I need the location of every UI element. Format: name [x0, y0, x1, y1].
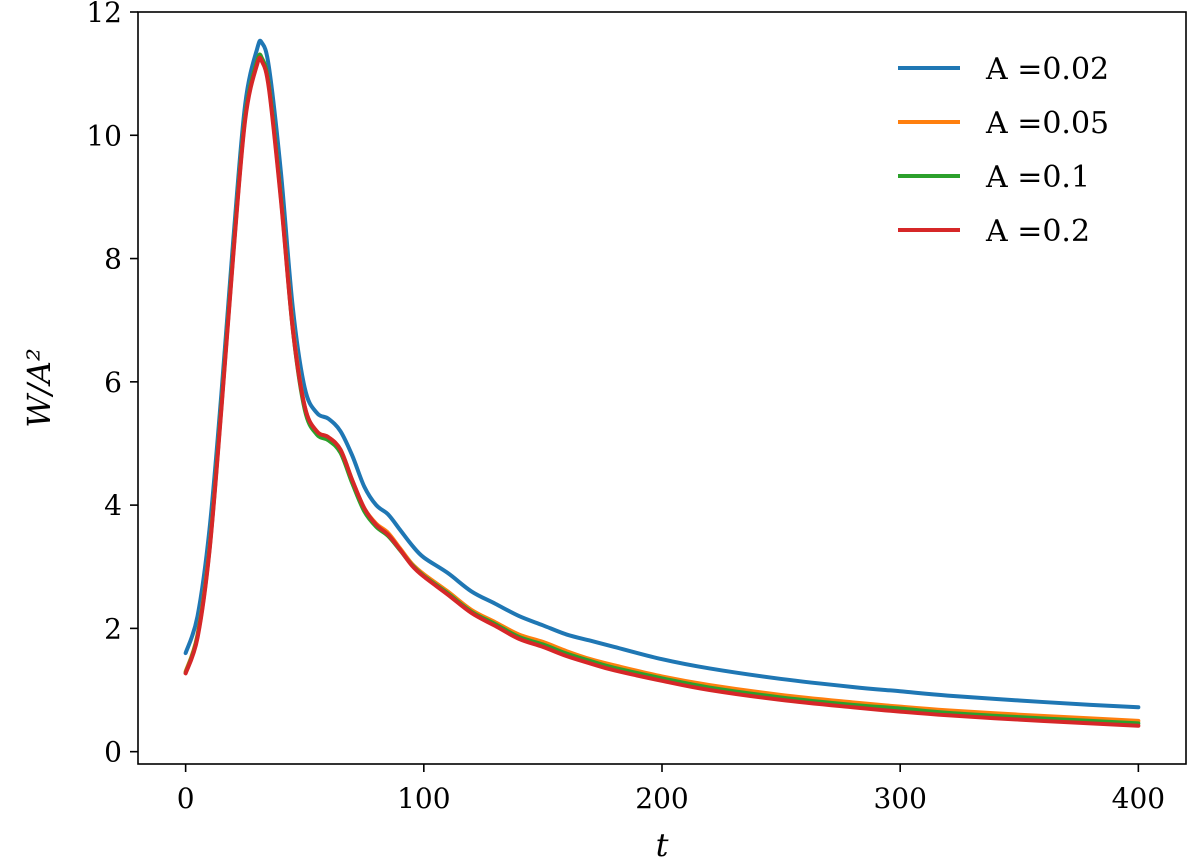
- x-tick-label: 0: [177, 782, 195, 815]
- series-line-4: [183, 55, 1141, 728]
- y-tick-label: 2: [104, 612, 122, 645]
- y-tick-label: 10: [86, 119, 122, 152]
- x-tick-label: 400: [1112, 782, 1165, 815]
- legend-label-3: A =0.1: [985, 160, 1090, 195]
- x-tick-label: 300: [873, 782, 926, 815]
- series-layer: [183, 38, 1141, 728]
- y-tick-label: 6: [104, 366, 122, 399]
- legend-label-1: A =0.02: [985, 52, 1109, 87]
- legend-label-4: A =0.2: [985, 214, 1090, 249]
- y-axis-label: W/A²: [20, 348, 58, 428]
- tick-layer: 0 100 200 300 400 0 2 4 6 8 10 12: [86, 0, 1165, 815]
- x-tick-label: 100: [397, 782, 450, 815]
- legend: A =0.02 A =0.05 A =0.1 A =0.2: [898, 52, 1109, 249]
- series-line-1: [183, 38, 1141, 710]
- plot-frame: [137, 11, 1187, 765]
- y-tick-label: 0: [104, 736, 122, 769]
- legend-label-2: A =0.05: [985, 106, 1109, 141]
- y-tick-label: 8: [104, 243, 122, 276]
- y-tick-label: 4: [104, 489, 122, 522]
- y-tick-label: 12: [86, 0, 122, 29]
- x-axis-label: t: [656, 826, 669, 864]
- x-tick-label: 200: [635, 782, 688, 815]
